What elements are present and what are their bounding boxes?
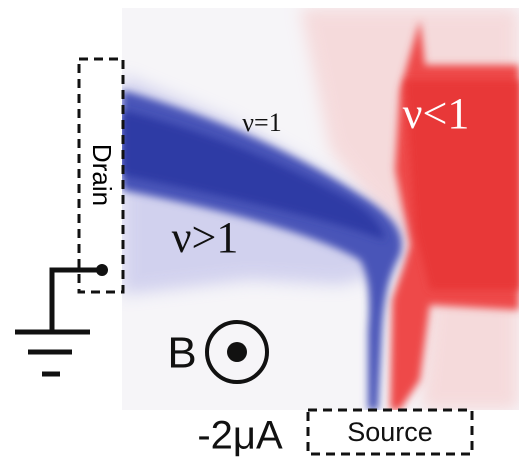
field-label: B (167, 329, 196, 378)
field-symbol (205, 320, 269, 384)
drain-terminal (96, 264, 108, 276)
drain-label: Drain (87, 144, 117, 206)
source-contact (306, 408, 474, 456)
source-label: Source (347, 417, 433, 447)
ground-symbol (15, 267, 102, 377)
transport-map (122, 8, 519, 410)
current-label: -2μA (197, 414, 283, 458)
filling-equal-label: ν=1 (242, 108, 281, 137)
field-dot (227, 342, 247, 362)
filling-greater-label: ν>1 (172, 213, 239, 262)
drain-contact (77, 57, 125, 294)
filling-less-label: ν<1 (403, 89, 470, 138)
